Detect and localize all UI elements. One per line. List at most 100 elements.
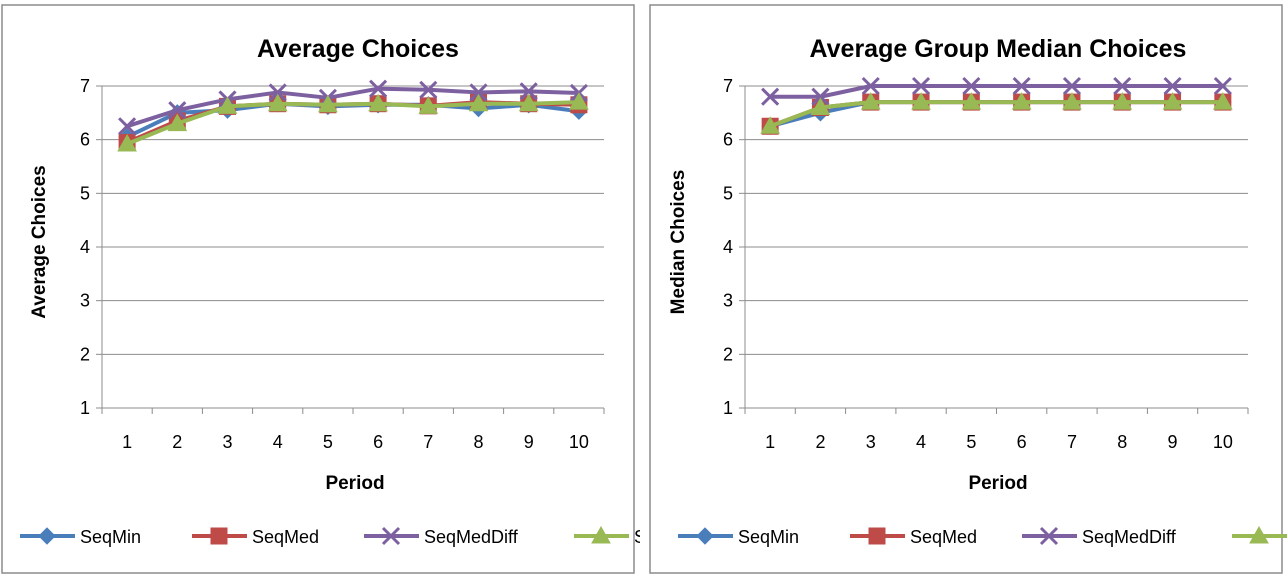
legend-label-seqmin: SeqMin [738, 527, 799, 547]
x-tick-label: 10 [569, 432, 589, 452]
x-tick-label: 6 [1017, 432, 1027, 452]
x-tick-label: 10 [1213, 432, 1233, 452]
x-tick-label: 8 [473, 432, 483, 452]
y-tick-label: 6 [80, 130, 90, 150]
x-tick-label: 8 [1117, 432, 1127, 452]
legend-marker-seqmeddiff [381, 526, 401, 546]
data-point-sim [810, 97, 831, 115]
data-point-sim [318, 94, 338, 113]
y-tick-label: 4 [723, 237, 733, 257]
data-point-sim [518, 93, 539, 112]
data-point-seqmeddiff [519, 82, 538, 101]
data-point-sim [1212, 92, 1233, 110]
series-line-seqmeddiff [126, 86, 579, 129]
data-point-seqmeddiff [1012, 76, 1031, 96]
x-tick-label: 1 [765, 432, 775, 452]
x-tick-label: 9 [1168, 432, 1178, 452]
data-point-sim [1062, 92, 1082, 110]
legend-label-sim: Sim [634, 527, 640, 547]
data-point-sim [961, 92, 982, 110]
data-point-sim [368, 93, 388, 112]
chart-panel-average-choices: 1 2 3 4 5 6 7 1 2 3 4 5 6 7 8 9 10 Average Choices Period A… [0, 0, 640, 579]
data-point-sim [569, 92, 589, 110]
x-tick-label: 7 [1067, 432, 1077, 452]
x-tick-label: 3 [866, 432, 876, 452]
legend-marker-seqmed [868, 527, 886, 545]
x-axis-title: Period [325, 473, 384, 494]
y-tick-label: 4 [80, 237, 90, 257]
x-tick-label: 3 [222, 432, 232, 452]
data-point-seqmeddiff [369, 79, 388, 98]
data-point-sim [860, 92, 881, 110]
y-tick-label: 6 [723, 130, 733, 150]
legend-marker-sim [591, 525, 611, 544]
data-point-seqmeddiff [1163, 76, 1182, 96]
x-tick-label: 7 [423, 432, 433, 452]
data-point-sim [167, 113, 188, 132]
y-axis-title: Median Choices [668, 170, 689, 315]
chart-title: Average Choices [257, 35, 459, 63]
x-tick-label: 1 [122, 432, 132, 452]
data-point-sim [760, 116, 781, 134]
x-tick-label: 5 [323, 432, 333, 452]
data-point-seqmeddiff [1213, 76, 1232, 96]
series-line-sim [769, 100, 1223, 129]
y-tick-label: 2 [80, 344, 90, 364]
data-point-seqmeddiff [118, 117, 137, 136]
data-point-seqmeddiff [811, 87, 830, 106]
x-tick-label: 2 [172, 432, 182, 452]
y-tick-label: 1 [723, 398, 733, 418]
legend-label-seqmed: SeqMed [910, 527, 977, 547]
data-point-seqmeddiff [761, 87, 780, 106]
data-point-seqmeddiff [962, 76, 981, 96]
y-tick-label: 7 [723, 76, 733, 96]
y-tick-label: 5 [723, 183, 733, 203]
data-point-seqmeddiff [911, 76, 931, 96]
data-point-seqmeddiff [861, 76, 880, 96]
x-tick-label: 4 [273, 432, 283, 452]
x-tick-label: 6 [373, 432, 383, 452]
y-tick-label: 2 [723, 344, 733, 364]
data-point-seqmeddiff [419, 80, 438, 99]
data-point-sim [1162, 92, 1183, 110]
chart-panel-group-median-choices: 1 2 3 4 5 6 7 1 2 3 4 5 6 7 8 9 10 Average Group Median C… [648, 0, 1288, 579]
y-tick-label: 1 [80, 398, 90, 418]
data-point-seqmeddiff [1062, 76, 1082, 96]
x-axis-title: Period [968, 473, 1027, 494]
y-tick-label: 5 [80, 183, 90, 203]
legend-label-seqmeddiff: SeqMedDiff [1082, 527, 1177, 547]
data-point-sim [418, 96, 439, 114]
x-tick-label: 2 [815, 432, 825, 452]
x-tick-label: 9 [524, 432, 534, 452]
series-line-seqmeddiff [770, 84, 1223, 99]
legend-marker-seqmeddiff [1039, 526, 1059, 546]
data-point-sim [117, 133, 137, 152]
series-line-sim [126, 100, 579, 146]
legend-marker-sim [1249, 525, 1269, 544]
x-tick-label: 5 [966, 432, 976, 452]
data-point-seqmeddiff [268, 83, 287, 102]
y-tick-label: 3 [723, 291, 733, 311]
chart-svg-average-choices: 1 2 3 4 5 6 7 1 2 3 4 5 6 7 8 9 10 Average Choices Period A… [1, 4, 640, 574]
legend-label-seqmin: SeqMin [80, 527, 141, 547]
legend-marker-seqmed [210, 527, 228, 545]
x-tick-label: 4 [916, 432, 926, 452]
chart-svg-group-median-choices: 1 2 3 4 5 6 7 1 2 3 4 5 6 7 8 9 10 Average Group Median C… [649, 4, 1287, 574]
legend-label-seqmeddiff: SeqMedDiff [424, 527, 519, 547]
data-point-sim [217, 96, 238, 114]
y-tick-label: 3 [80, 291, 90, 311]
data-point-sim [468, 93, 489, 112]
y-axis-title: Average Choices [29, 165, 50, 318]
data-point-seqmeddiff [469, 83, 488, 102]
legend-marker-seqmin [696, 527, 714, 545]
legend-marker-seqmin [38, 527, 56, 545]
data-point-seqmeddiff [168, 101, 187, 120]
data-point-sim [267, 93, 288, 112]
data-point-sim [1112, 92, 1133, 110]
chart-title: Average Group Median Choices [810, 35, 1187, 63]
y-tick-label: 7 [80, 76, 90, 96]
data-point-sim [1011, 92, 1032, 110]
legend-label-seqmed: SeqMed [252, 527, 319, 547]
data-point-seqmeddiff [1113, 76, 1132, 96]
data-point-sim [911, 92, 931, 110]
